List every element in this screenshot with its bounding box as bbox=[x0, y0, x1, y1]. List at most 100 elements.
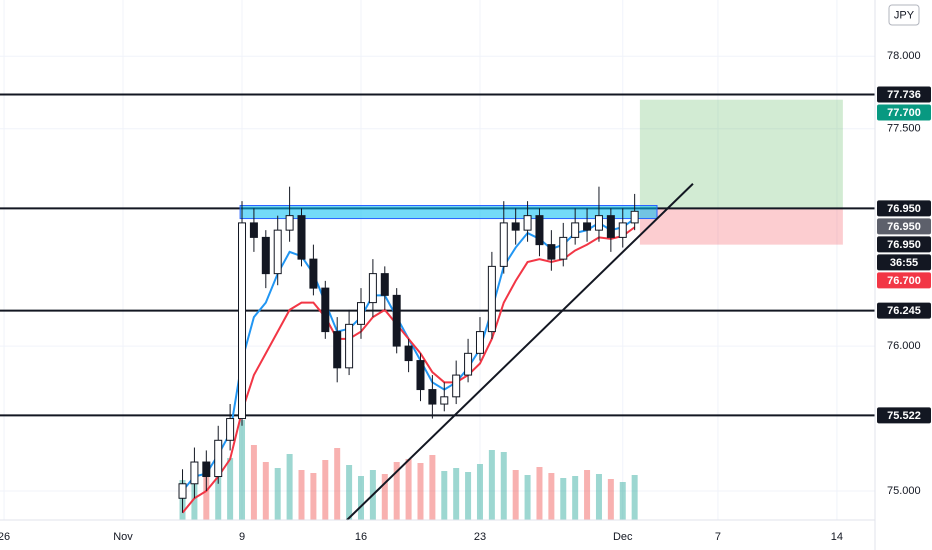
price-label-box bbox=[877, 272, 931, 289]
candle-body bbox=[273, 229, 282, 275]
resistance-zone bbox=[239, 205, 658, 220]
candle-body bbox=[392, 294, 401, 347]
candle-body bbox=[356, 302, 365, 325]
volume-bar bbox=[381, 474, 388, 520]
candle-body bbox=[309, 258, 318, 289]
candle-body bbox=[440, 396, 449, 405]
candle-body bbox=[261, 236, 270, 275]
price-label: 36:55 bbox=[890, 257, 918, 269]
candle-body bbox=[285, 215, 294, 231]
y-tick-label: 75.000 bbox=[887, 485, 921, 497]
volume-bar bbox=[239, 420, 246, 520]
target-area bbox=[639, 99, 843, 209]
volume-bar bbox=[536, 467, 543, 520]
candle-body bbox=[238, 222, 247, 420]
volume-bar bbox=[476, 464, 483, 520]
price-label-box bbox=[877, 302, 931, 319]
x-tick-label: 16 bbox=[355, 531, 367, 543]
candle-body bbox=[559, 236, 568, 260]
volume-bar bbox=[203, 472, 210, 520]
price-label-box bbox=[877, 407, 931, 424]
price-label: 76.950 bbox=[887, 239, 921, 251]
candle-body bbox=[606, 215, 615, 238]
volume-bar bbox=[346, 465, 353, 520]
candle-body bbox=[214, 439, 223, 478]
volume-bar bbox=[286, 454, 293, 520]
price-label-box bbox=[877, 200, 931, 217]
candle-body bbox=[464, 352, 473, 376]
candle-body bbox=[368, 273, 377, 304]
volume-bar bbox=[488, 450, 495, 520]
volume-bar bbox=[405, 459, 412, 520]
price-label-box bbox=[877, 218, 931, 235]
candle-body bbox=[523, 215, 532, 231]
volume-bar bbox=[631, 475, 638, 520]
price-label: 76.245 bbox=[887, 305, 921, 317]
volume-bar bbox=[357, 476, 364, 520]
volume-bar bbox=[619, 482, 626, 520]
candle-body bbox=[297, 215, 306, 260]
volume-bar bbox=[548, 473, 555, 520]
price-label: 76.950 bbox=[887, 221, 921, 233]
currency-box bbox=[888, 4, 920, 26]
volume-bar bbox=[595, 474, 602, 520]
volume-bar bbox=[227, 458, 234, 520]
candle-body bbox=[404, 345, 413, 362]
candle-body bbox=[178, 483, 187, 499]
price-label: 77.700 bbox=[887, 107, 921, 119]
volume-bar bbox=[298, 470, 305, 520]
price-label: 77.736 bbox=[887, 89, 921, 101]
candle-body bbox=[630, 210, 639, 224]
price-label: 76.700 bbox=[887, 275, 921, 287]
volume-bar bbox=[524, 475, 531, 520]
x-tick-label: 7 bbox=[715, 531, 721, 543]
x-tick-label: 23 bbox=[474, 531, 486, 543]
x-tick-label: Nov bbox=[113, 531, 133, 543]
candle-body bbox=[345, 323, 354, 369]
volume-bar bbox=[512, 470, 519, 520]
volume-bar bbox=[560, 478, 567, 520]
volume-bar bbox=[441, 471, 448, 520]
x-tick-label: 9 bbox=[239, 531, 245, 543]
candle-body bbox=[475, 331, 484, 354]
candle-body bbox=[547, 244, 556, 260]
volume-bar bbox=[584, 470, 591, 520]
candle-body bbox=[249, 222, 258, 238]
plot bbox=[0, 0, 875, 520]
volume-bar bbox=[334, 448, 341, 520]
volume-bar bbox=[453, 468, 460, 520]
price-label-box bbox=[877, 86, 931, 103]
volume-bar bbox=[607, 479, 614, 520]
candle-body bbox=[190, 461, 199, 485]
x-tick-label: Dec bbox=[613, 531, 633, 543]
volume-bar bbox=[250, 445, 257, 520]
candle-body bbox=[321, 287, 330, 333]
volume-bar bbox=[274, 468, 281, 520]
candle-body bbox=[535, 215, 544, 246]
candle-body bbox=[333, 331, 342, 369]
price-label: 76.950 bbox=[887, 203, 921, 215]
price-label-box bbox=[877, 254, 931, 271]
candle-body bbox=[452, 374, 461, 398]
y-tick-label: 78.000 bbox=[887, 50, 921, 62]
price-label: 75.522 bbox=[887, 410, 921, 422]
candle-body bbox=[226, 418, 235, 441]
candle-body bbox=[583, 222, 592, 231]
x-tick-label: 26 bbox=[0, 531, 10, 543]
trendline bbox=[346, 183, 694, 521]
volume-bar bbox=[465, 472, 472, 520]
volume-bar bbox=[310, 473, 317, 520]
candle-body bbox=[202, 461, 211, 478]
volume-bar bbox=[417, 463, 424, 520]
volume-bar bbox=[429, 455, 436, 520]
price-label-box bbox=[877, 104, 931, 121]
candle-body bbox=[511, 222, 520, 231]
x-tick-label: 14 bbox=[831, 531, 843, 543]
price-label-box bbox=[877, 236, 931, 253]
candle-body bbox=[428, 389, 437, 405]
candle-body bbox=[487, 265, 496, 333]
volume-bar bbox=[322, 460, 329, 520]
y-tick-label: 77.500 bbox=[887, 123, 921, 135]
